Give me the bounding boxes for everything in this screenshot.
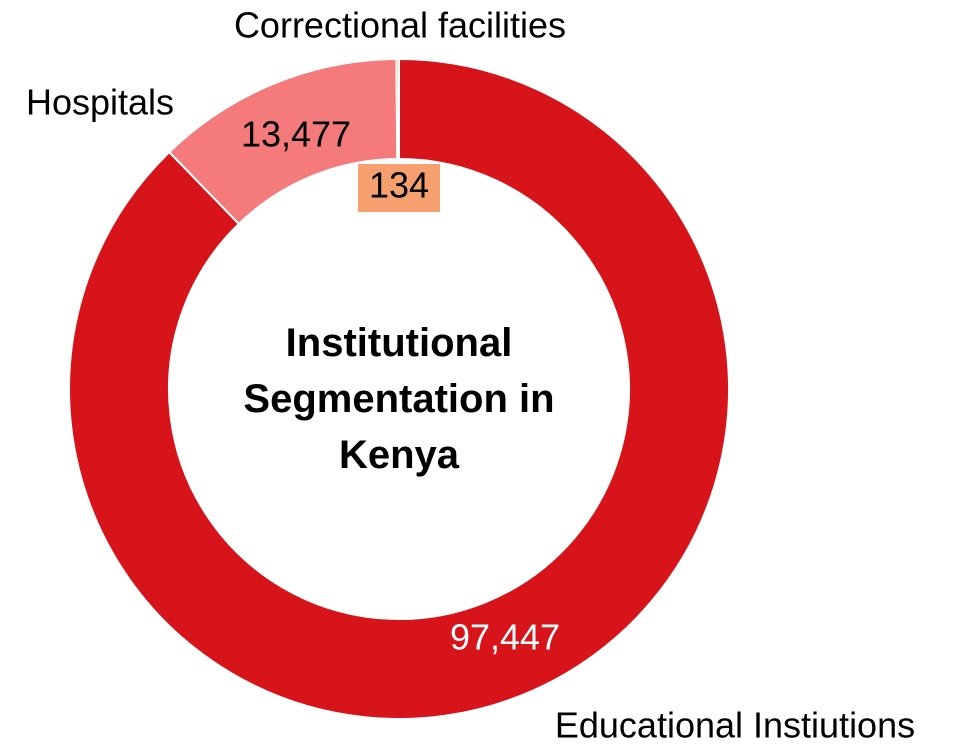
donut-slice (395, 57, 400, 161)
value-label: 97,447 (450, 617, 560, 658)
value-label-box (358, 164, 440, 212)
category-label: Hospitals (26, 82, 174, 123)
category-label: Educational Instiutions (555, 705, 915, 746)
value-label: 134 (369, 165, 429, 206)
donut-slice (68, 57, 730, 720)
chart-title: Institutional Segmentation in Kenya (243, 321, 555, 477)
value-label: 13,477 (241, 114, 351, 155)
category-label: Correctional facilities (234, 5, 566, 46)
